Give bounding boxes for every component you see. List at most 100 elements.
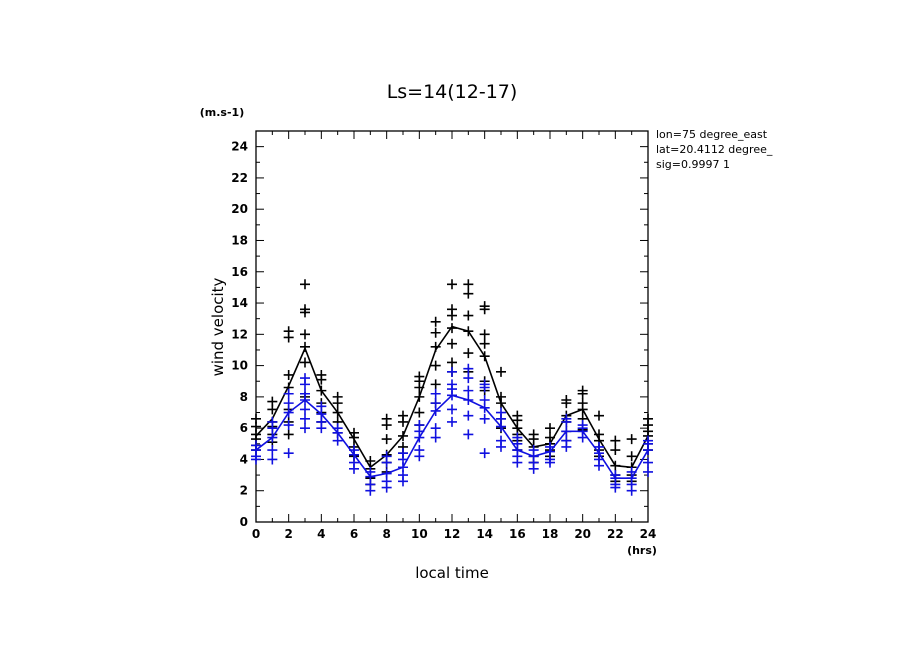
data-point <box>447 404 457 415</box>
data-point <box>479 379 490 390</box>
data-point <box>447 304 457 315</box>
info-lat: lat=20.4112 degree_ <box>656 143 773 156</box>
series-0 <box>251 279 653 490</box>
data-point <box>643 457 653 468</box>
x-tick-label: 18 <box>542 527 559 541</box>
data-point <box>414 451 425 462</box>
data-point <box>283 398 294 409</box>
data-point <box>316 423 327 434</box>
data-point <box>463 385 474 396</box>
y-tick-label: 14 <box>231 296 248 310</box>
data-point <box>577 420 588 431</box>
data-point <box>447 279 457 290</box>
data-point <box>496 366 506 377</box>
data-point <box>561 441 572 452</box>
axes: 0 2 4 6 8 10 12 14 16 18 20 22 240246810121416182022… <box>231 130 656 541</box>
data-point <box>267 432 278 443</box>
data-point <box>251 440 261 451</box>
data-point <box>365 456 376 467</box>
data-point <box>283 407 294 418</box>
data-point <box>545 423 555 434</box>
data-point <box>528 463 539 474</box>
data-point <box>283 369 294 380</box>
data-point <box>365 466 376 477</box>
x-axis-unit: (hrs) <box>627 544 657 557</box>
data-point <box>300 279 310 290</box>
x-axis-label: local time <box>415 564 489 582</box>
data-point <box>545 441 555 452</box>
data-point <box>251 454 261 465</box>
data-point <box>610 445 621 456</box>
data-point <box>479 338 490 349</box>
data-point <box>398 430 408 441</box>
data-point <box>332 423 343 434</box>
y-tick-label: 22 <box>231 171 248 185</box>
data-point <box>316 385 327 396</box>
info-sig: sig=0.9997 1 <box>656 158 730 171</box>
data-point <box>447 366 457 377</box>
data-point <box>381 451 392 462</box>
data-point <box>561 426 572 437</box>
data-point <box>414 391 425 402</box>
data-point <box>332 391 343 402</box>
data-point <box>496 407 506 418</box>
data-point <box>528 429 539 440</box>
data-point <box>414 371 425 382</box>
y-tick-label: 10 <box>231 359 248 373</box>
info-block: lon=75 degree_east lat=20.4112 degree_ s… <box>656 128 773 171</box>
data-point <box>430 398 441 409</box>
x-tick-label: 20 <box>574 527 591 541</box>
data-point <box>545 432 555 443</box>
data-point <box>267 416 278 427</box>
data-point <box>643 435 653 446</box>
data-point <box>381 482 392 493</box>
x-tick-label: 0 <box>252 527 260 541</box>
data-point <box>430 423 441 434</box>
data-point <box>398 410 408 421</box>
data-point <box>610 470 621 481</box>
data-point <box>577 385 588 396</box>
data-point <box>496 441 506 452</box>
data-point <box>626 434 637 445</box>
y-tick-label: 16 <box>231 265 248 279</box>
data-point <box>545 457 555 468</box>
data-point <box>398 476 408 487</box>
data-point <box>300 413 310 424</box>
y-axis-unit: (m.s-1) <box>200 106 244 119</box>
data-point <box>626 485 637 496</box>
y-tick-label: 18 <box>231 233 248 247</box>
data-point <box>463 348 474 359</box>
data-point <box>300 388 310 399</box>
data-point <box>463 429 474 440</box>
data-point <box>463 310 474 321</box>
data-point <box>447 416 457 427</box>
x-tick-label: 12 <box>444 527 461 541</box>
data-point <box>463 279 474 290</box>
data-point <box>349 427 359 438</box>
data-point <box>316 369 327 380</box>
data-point <box>626 451 637 462</box>
data-point <box>463 395 474 406</box>
data-point <box>447 338 457 349</box>
data-point <box>594 429 604 440</box>
data-point <box>610 435 621 446</box>
y-tick-label: 0 <box>240 515 248 529</box>
data-point <box>332 435 343 446</box>
data-point <box>512 457 523 468</box>
data-point <box>594 410 604 421</box>
data-point <box>643 466 653 477</box>
chart-title: Ls=14(12-17) <box>387 81 518 103</box>
data-point <box>643 413 653 424</box>
x-tick-label: 6 <box>350 527 358 541</box>
x-tick-label: 16 <box>509 527 526 541</box>
data-point <box>463 373 474 384</box>
data-point <box>414 420 425 431</box>
data-point <box>496 391 506 402</box>
data-point <box>479 448 490 459</box>
data-point <box>365 485 376 496</box>
series-1 <box>251 363 653 496</box>
data-point <box>430 341 441 352</box>
data-point <box>381 434 392 445</box>
data-point <box>610 460 621 471</box>
data-point <box>267 396 278 407</box>
